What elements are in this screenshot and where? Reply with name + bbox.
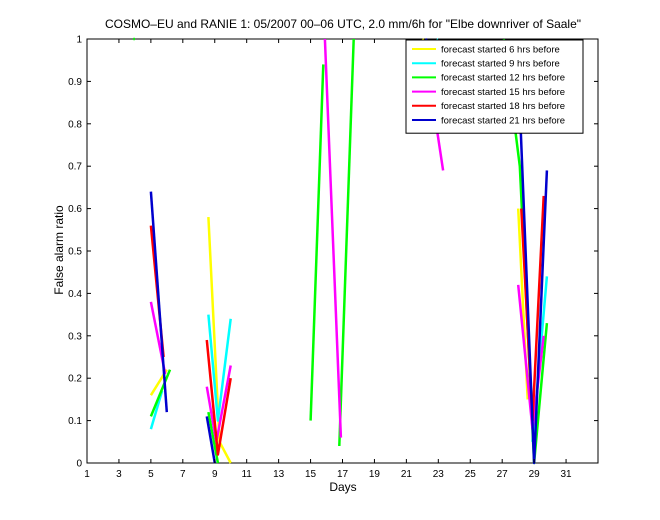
y-axis-label: False alarm ratio: [52, 205, 66, 295]
x-tick-label: 31: [561, 469, 573, 480]
y-tick-label: 0: [76, 459, 82, 470]
x-tick-label: 27: [497, 469, 509, 480]
y-tick-label: 0.3: [68, 331, 82, 342]
legend-label-2: forecast started 9 hrs before: [441, 59, 560, 70]
x-tick-label: 7: [180, 469, 186, 480]
chart-title: COSMO–EU and RANIE 1: 05/2007 00–06 UTC,…: [105, 17, 581, 31]
x-tick-label: 21: [401, 469, 413, 480]
x-tick-label: 25: [465, 469, 477, 480]
legend-box: [405, 39, 584, 134]
x-tick-label: 1: [84, 469, 90, 480]
series-6-line-segment-1: [149, 191, 169, 413]
series-3-line-segment-3: [309, 64, 325, 421]
x-tick-label: 3: [116, 469, 122, 480]
series-2-line-segment-1: [149, 390, 164, 430]
x-tick-label: 9: [212, 469, 218, 480]
legend: forecast started 6 hrs before forecast st…: [405, 39, 584, 134]
series-6-line-segment-2: [205, 416, 217, 464]
x-tick-label: 23: [433, 469, 445, 480]
y-tick-label: 0.2: [68, 374, 82, 385]
legend-label-6: forecast started 21 hrs before: [441, 115, 565, 126]
y-tick-label: 1: [76, 35, 82, 46]
x-tick-label: 11: [241, 469, 252, 480]
x-tick-label: 5: [148, 469, 154, 480]
y-tick-label: 0.9: [68, 77, 82, 88]
y-tick-label: 0.1: [68, 416, 82, 427]
y-tick-label: 0.4: [68, 289, 82, 300]
series-5-line-segment-2: [205, 339, 232, 456]
legend-label-5: forecast started 18 hrs before: [441, 101, 565, 112]
y-axis-ticks: 0 0.1 0.2 0.3 0.4 0.5 0.6 0.7 0.8 0.9 1: [68, 35, 598, 470]
x-tick-label: 19: [369, 469, 381, 480]
legend-label-3: forecast started 12 hrs before: [441, 73, 565, 84]
y-tick-label: 0.6: [68, 204, 82, 215]
legend-label-4: forecast started 15 hrs before: [441, 87, 565, 98]
x-tick-label: 13: [273, 469, 285, 480]
x-tick-label: 29: [529, 469, 541, 480]
x-axis-label: Days: [329, 480, 356, 494]
legend-label-1: forecast started 6 hrs before: [441, 44, 560, 55]
series-3-line-segment-4: [338, 38, 355, 447]
series-2-line-segment-2: [207, 314, 232, 422]
x-tick-label: 17: [337, 469, 349, 480]
series-3-line-segment-2: [207, 411, 220, 464]
series-layer: [133, 37, 549, 465]
series-3-line-segment-1: [149, 369, 172, 417]
x-tick-label: 15: [305, 469, 317, 480]
y-tick-label: 0.5: [68, 247, 82, 258]
series-4-line-segment-3: [323, 38, 343, 438]
y-tick-label: 0.7: [68, 162, 82, 173]
x-axis-ticks: 1 3 5 7 9 11 13 15 17 19 21 23 25 27 29 31: [84, 39, 572, 480]
y-tick-label: 0.8: [68, 119, 82, 130]
